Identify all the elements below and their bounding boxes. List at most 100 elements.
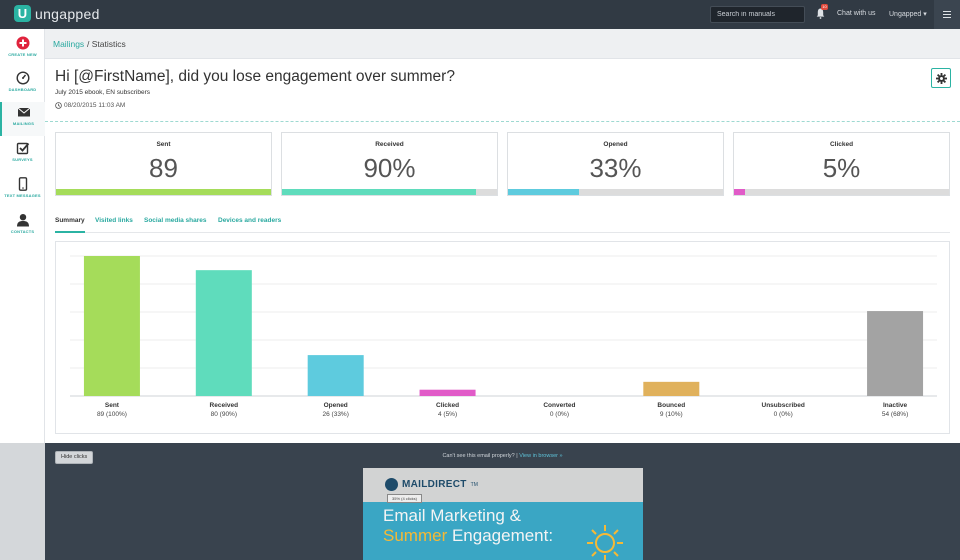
- brand-name: ungapped: [35, 5, 100, 22]
- breadcrumb-mailings-link[interactable]: Mailings: [53, 39, 85, 49]
- gauge-icon: [15, 71, 30, 85]
- category-label: Opened: [324, 402, 348, 409]
- sidebar-item-dashboard[interactable]: DASHBOARD: [0, 68, 45, 102]
- bar-chart: Sent 89 (100%) Received 80 (90%) Opened 26 (3…: [70, 255, 937, 418]
- value-label: 89 (100%): [97, 411, 127, 418]
- breadcrumb-current: / Statistics: [87, 39, 126, 49]
- stat-label: Opened: [603, 141, 628, 148]
- breadcrumb: Mailings / Statistics: [45, 29, 960, 59]
- value-label: 4 (5%): [438, 411, 457, 418]
- bell-icon[interactable]: [816, 8, 825, 19]
- sidebar-footer: [0, 443, 45, 560]
- mailing-subtitle: July 2015 ebook, EN subscribers: [55, 89, 151, 96]
- bar-bounced[interactable]: [643, 381, 700, 396]
- tab-devices-and-readers[interactable]: Devices and readers: [218, 217, 282, 224]
- checkbox-icon: [16, 142, 29, 155]
- stat-progress-bar: [508, 189, 723, 195]
- stat-value: 90%: [363, 153, 416, 183]
- stat-card-received: Received 90%: [281, 132, 498, 196]
- stat-label: Sent: [156, 141, 171, 148]
- stat-progress-fill: [508, 189, 579, 195]
- divider: [45, 121, 960, 122]
- stat-progress-fill: [282, 189, 476, 195]
- bar-clicked[interactable]: [419, 389, 476, 396]
- sidebar-item-label: MAILINGS: [12, 121, 35, 126]
- stat-progress-bar: [734, 189, 949, 195]
- sidebar: CREATE NEW DASHBOARD MAILINGS SURVEYS TE…: [0, 29, 45, 443]
- category-label: Sent: [105, 402, 120, 409]
- stat-card-opened: Opened 33%: [507, 132, 724, 196]
- value-label: 0 (0%): [774, 411, 793, 418]
- stat-label: Received: [375, 141, 404, 148]
- sidebar-item-text-messages[interactable]: TEXT MESSAGES: [0, 174, 45, 208]
- plus-circle-icon: [16, 36, 29, 50]
- sidebar-item-surveys[interactable]: SURVEYS: [0, 138, 45, 172]
- date-text: 08/20/2015 11:03 AM: [64, 102, 126, 109]
- tab-visited-links[interactable]: Visited links: [95, 217, 133, 224]
- chat-link[interactable]: Chat with us: [837, 10, 876, 17]
- brand-logo[interactable]: U ungapped: [14, 5, 100, 22]
- value-label: 9 (10%): [660, 411, 683, 418]
- stat-value: 33%: [589, 153, 642, 183]
- bar-received[interactable]: [195, 270, 252, 396]
- stat-label: Clicked: [829, 141, 854, 148]
- category-label: Unsubscribed: [762, 402, 805, 409]
- main-content: Hi [@FirstName], did you lose engagement…: [45, 59, 960, 443]
- email-brand: MAILDIRECT TM: [385, 478, 478, 491]
- search-input[interactable]: [710, 6, 805, 23]
- sidebar-item-label: DASHBOARD: [8, 87, 37, 92]
- stat-card-sent: Sent 89: [55, 132, 272, 196]
- category-label: Inactive: [883, 402, 908, 409]
- value-label: 26 (33%): [323, 411, 349, 418]
- logo-icon: U: [14, 5, 31, 22]
- tab-summary[interactable]: Summary: [55, 217, 85, 233]
- email-hero: [363, 502, 643, 560]
- user-menu[interactable]: Ungapped ▾: [889, 11, 927, 18]
- category-label: Received: [210, 402, 239, 409]
- value-label: 0 (0%): [550, 411, 569, 418]
- email-preview: MAILDIRECT TM 35% (4 clicks) Email Marke…: [363, 468, 643, 560]
- stat-progress-fill: [56, 189, 271, 195]
- cant-see-text: Can't see this email properly? |: [442, 453, 518, 459]
- brand-name: MAILDIRECT: [402, 479, 467, 490]
- stat-progress-fill: [734, 189, 745, 195]
- settings-button[interactable]: [931, 68, 951, 88]
- bar-inactive[interactable]: [867, 311, 924, 396]
- envelope-icon: [17, 107, 30, 117]
- view-in-browser-notice: Can't see this email properly? | View in…: [45, 453, 960, 459]
- hero-headline-line2: Summer Engagement:: [383, 526, 553, 546]
- hero-rest: Engagement:: [447, 526, 554, 545]
- sidebar-item-contacts[interactable]: CONTACTS: [0, 210, 45, 244]
- brand-trademark: TM: [470, 481, 478, 488]
- sidebar-item-mailings[interactable]: MAILINGS: [0, 102, 45, 136]
- top-bar: U ungapped 10 Chat with us Ungapped ▾: [0, 0, 960, 29]
- maildirect-logo-icon: [385, 478, 398, 491]
- page-title: Hi [@FirstName], did you lose engagement…: [55, 68, 455, 85]
- bar-opened[interactable]: [307, 355, 364, 396]
- category-label: Bounced: [657, 402, 685, 409]
- phone-icon: [18, 177, 27, 191]
- mailing-date: 08/20/2015 11:03 AM: [55, 102, 125, 109]
- hero-headline-line1: Email Marketing &: [383, 506, 521, 525]
- hero-highlight: Summer: [383, 526, 448, 545]
- sidebar-item-label: CREATE NEW: [8, 52, 37, 57]
- value-label: 80 (90%): [211, 411, 237, 418]
- sidebar-item-create-new[interactable]: CREATE NEW: [0, 33, 45, 67]
- summary-chart: Sent 89 (100%) Received 80 (90%) Opened 26 (3…: [55, 241, 950, 434]
- click-count-tag[interactable]: 35% (4 clicks): [387, 494, 422, 503]
- hamburger-menu-button[interactable]: [934, 0, 960, 29]
- value-label: 54 (68%): [882, 411, 908, 418]
- sidebar-item-label: TEXT MESSAGES: [4, 193, 41, 198]
- hide-clicks-button[interactable]: Hide clicks: [55, 451, 94, 464]
- clock-icon: [55, 102, 62, 109]
- tab-social-media-shares[interactable]: Social media shares: [144, 217, 207, 224]
- view-in-browser-link[interactable]: View in browser »: [519, 453, 563, 459]
- sidebar-item-label: CONTACTS: [10, 229, 35, 234]
- hamburger-icon: [943, 14, 951, 15]
- category-label: Clicked: [436, 402, 459, 409]
- bar-sent[interactable]: [83, 256, 140, 396]
- stat-progress-bar: [56, 189, 271, 195]
- sidebar-item-label: SURVEYS: [12, 157, 33, 162]
- stat-card-clicked: Clicked 5%: [733, 132, 950, 196]
- stat-progress-bar: [282, 189, 497, 195]
